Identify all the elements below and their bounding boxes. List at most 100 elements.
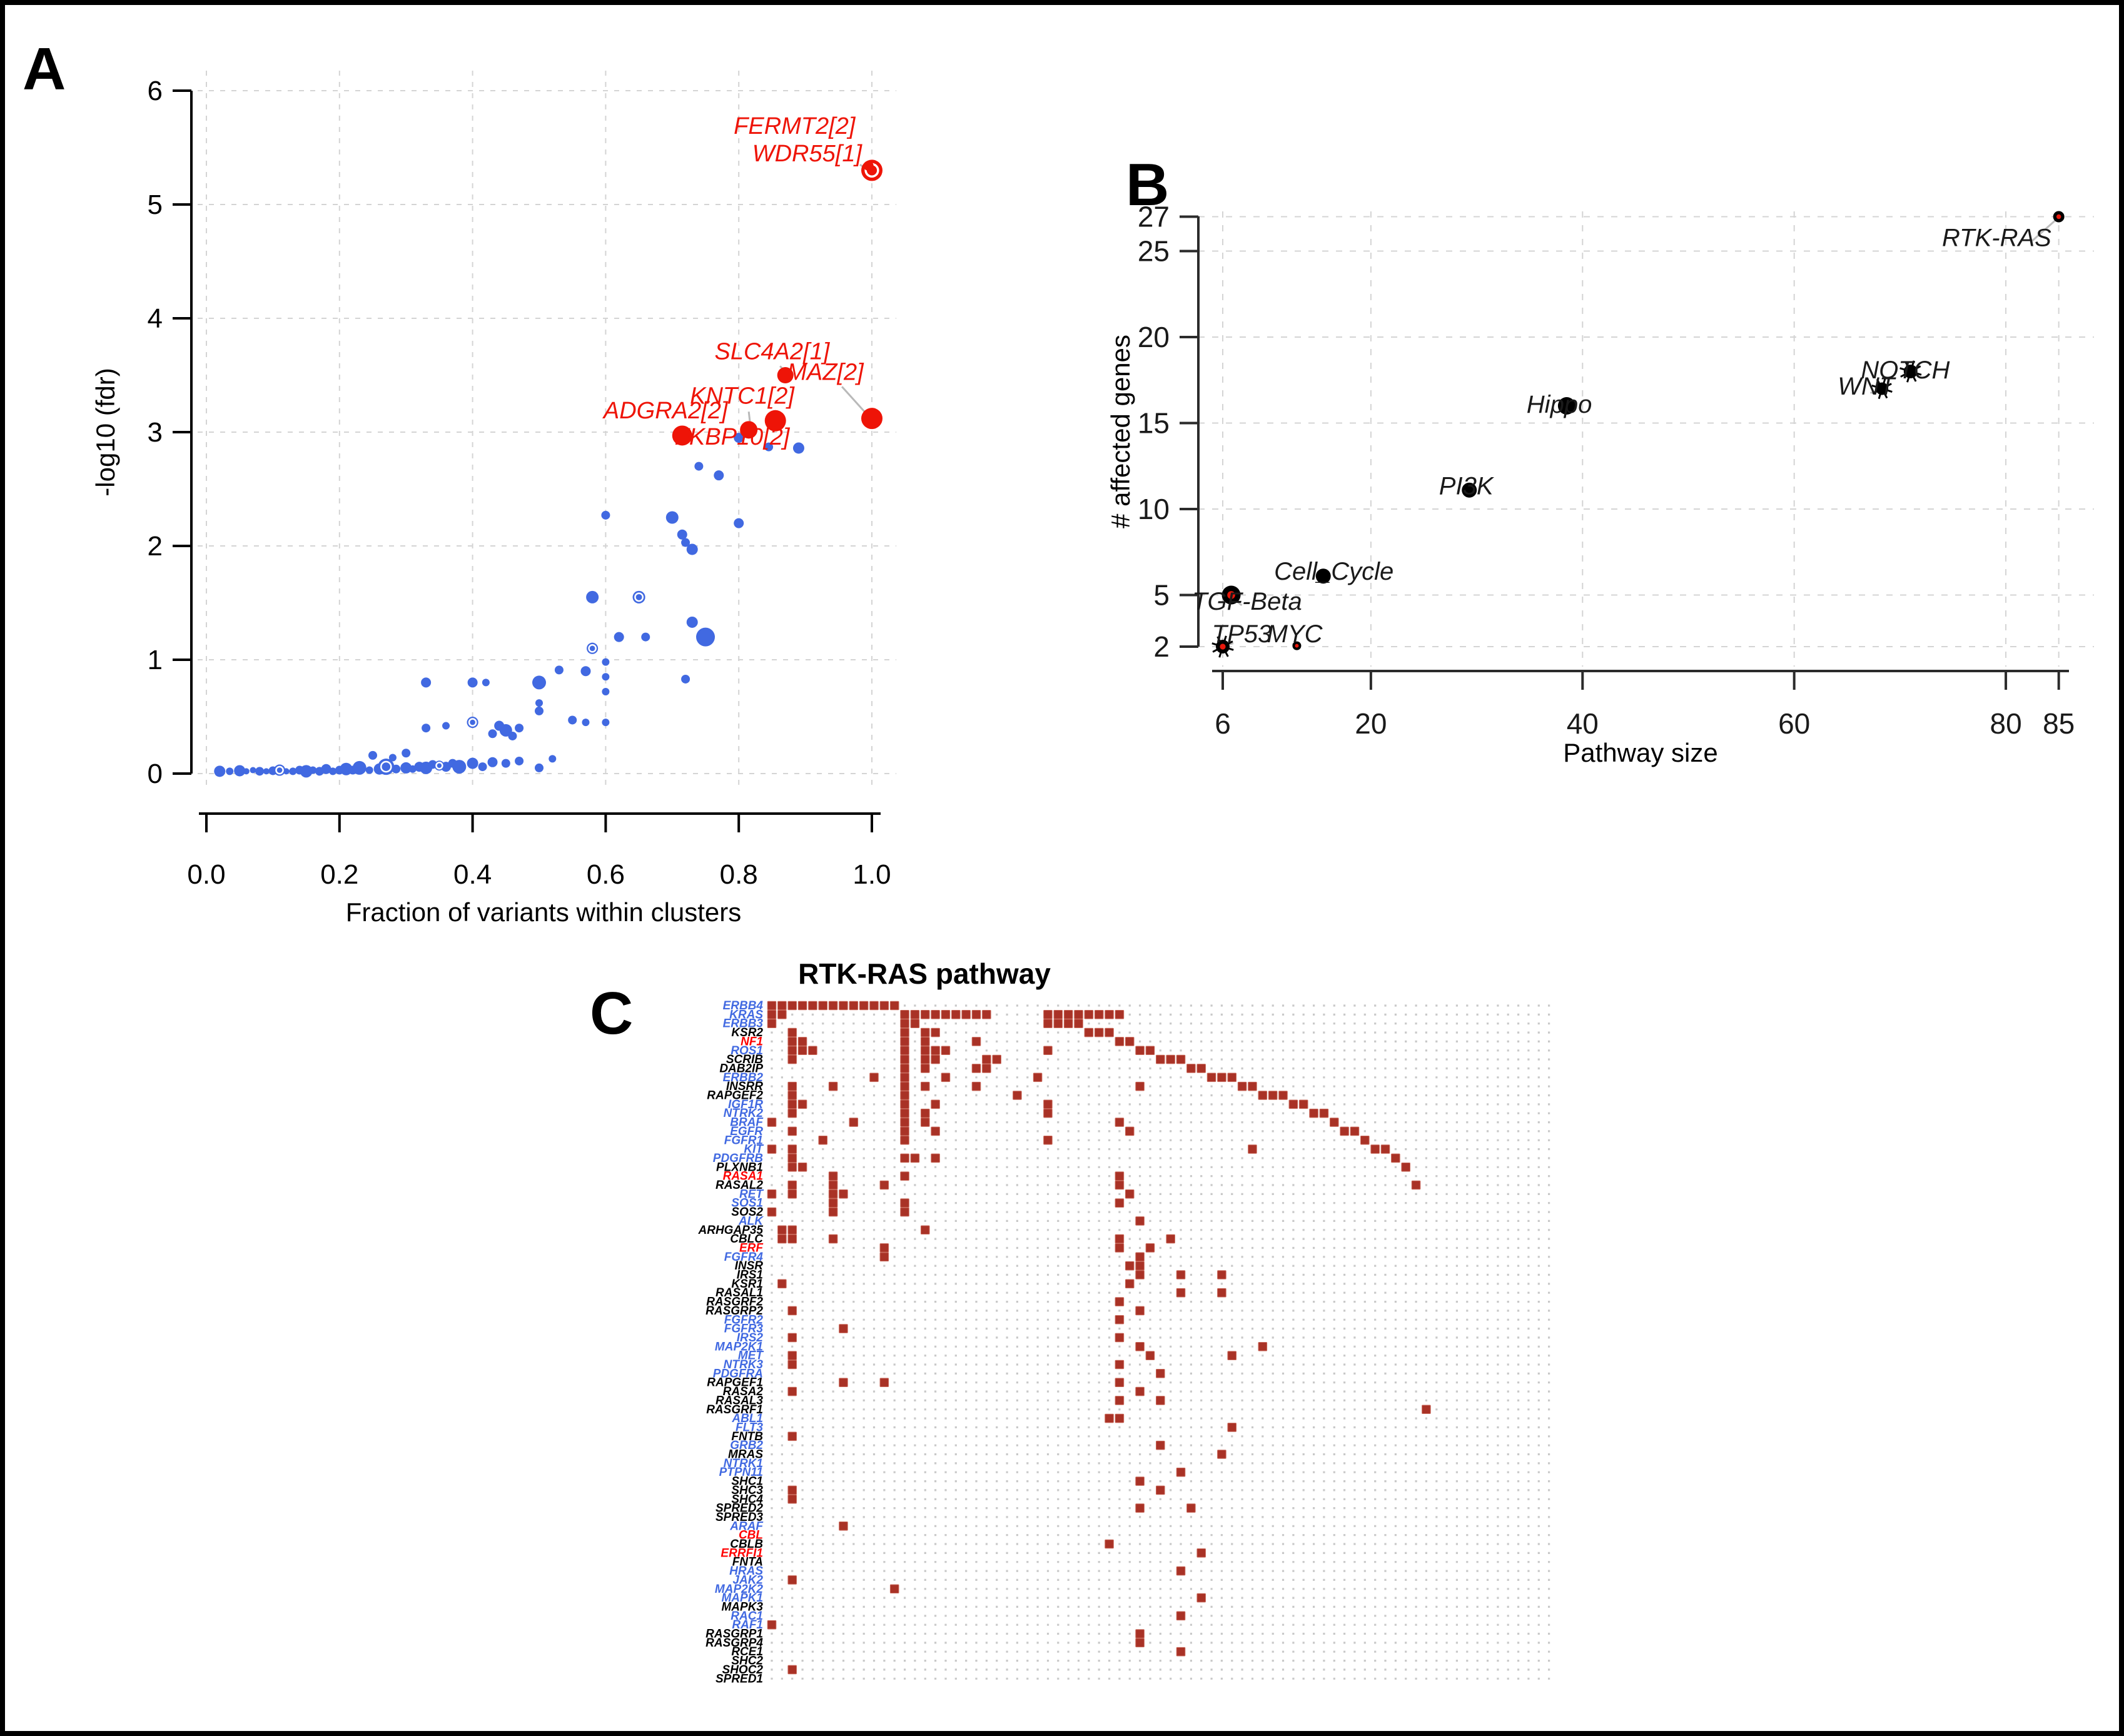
mutation-cell (787, 1306, 797, 1316)
data-point-blue (400, 762, 412, 774)
mutation-cell (828, 1180, 838, 1190)
mutation-cell (767, 1118, 777, 1127)
mutation-cell (1033, 1072, 1043, 1082)
gene-label: WDR55[1] (752, 141, 863, 167)
y-tick-label: 15 (1138, 407, 1170, 440)
data-point-blue (665, 511, 679, 524)
mutation-cell (1115, 1243, 1125, 1253)
x-tick-label: 0.8 (720, 859, 758, 890)
mutation-cell (859, 1001, 869, 1011)
y-tick-label: 20 (1138, 321, 1170, 353)
mutation-cell (931, 1046, 940, 1056)
gene-row-label: SHC4 (731, 1493, 763, 1506)
data-point-blue (535, 699, 543, 707)
x-tick-label: 0.0 (187, 859, 225, 890)
data-point-blue (602, 687, 610, 695)
mutation-cell (797, 1037, 807, 1046)
y-tick-label: 5 (148, 189, 163, 220)
mutation-cell (941, 1072, 951, 1082)
data-point-red (672, 425, 692, 446)
mutation-cell (828, 1171, 838, 1181)
gene-row-label: RASGRP1 (705, 1628, 763, 1641)
mutation-cell (849, 1118, 859, 1127)
mutation-cell (1176, 1288, 1186, 1298)
data-point-red (863, 161, 874, 171)
gene-label: SLC4A2[1] (715, 339, 831, 365)
pathway-label: PI3K (1439, 473, 1495, 500)
data-point-blue (792, 442, 804, 454)
mutation-cell (900, 1153, 909, 1163)
mutation-cell (1084, 1027, 1094, 1037)
data-point-black (1876, 382, 1889, 395)
mutation-cell (1115, 1198, 1125, 1208)
gene-row-label: JAK2 (732, 1573, 763, 1587)
data-point-blue (487, 757, 498, 767)
mutation-cell (1176, 1611, 1186, 1621)
gene-row-label: KIT (744, 1143, 764, 1156)
data-point-red-core (1227, 591, 1235, 599)
mutation-cell (869, 1001, 879, 1011)
gene-row-label: SHC1 (731, 1475, 763, 1488)
gene-row-label: KRAS (729, 1008, 763, 1021)
data-point-blue (580, 666, 591, 677)
gene-row-label: SHC3 (731, 1484, 763, 1497)
data-point-blue (549, 755, 557, 763)
gene-row-label: FGFR2 (724, 1313, 764, 1326)
data-point-blue (602, 658, 610, 666)
mutation-cell (869, 1072, 879, 1082)
mutation-cell (777, 1234, 787, 1244)
mutation-cell (1115, 1171, 1125, 1181)
mutation-cell (787, 1485, 797, 1495)
y-tick-label: 6 (148, 76, 163, 106)
gene-row-label: FGFR3 (724, 1323, 764, 1336)
gene-label: FKBP10[2] (675, 424, 791, 450)
mutation-cell (839, 1001, 848, 1011)
mutation-cell (1309, 1108, 1318, 1118)
data-point-blue (250, 767, 256, 774)
mutation-cell (818, 1135, 828, 1145)
gene-row-label: SCRIB (726, 1053, 763, 1066)
mutation-cell (787, 1108, 797, 1118)
data-point-ring-inner (634, 592, 644, 602)
mutation-cell (1156, 1369, 1165, 1378)
mutation-cell (992, 1054, 1002, 1064)
mutation-cell (1043, 1108, 1053, 1118)
data-point-blue (714, 470, 724, 481)
data-point-blue (554, 665, 564, 675)
mutation-cell (808, 1046, 817, 1056)
data-point-blue (601, 510, 610, 520)
gene-row-label: MAP2K1 (715, 1340, 763, 1353)
data-point-ring-inner (435, 762, 443, 770)
data-point-blue (214, 765, 226, 777)
x-tick-label: 1.0 (852, 859, 891, 890)
data-point-blue (234, 765, 246, 777)
mutation-cell (1156, 1054, 1165, 1064)
gene-row-label: ERRFI1 (721, 1547, 763, 1560)
x-tick-label: 20 (1355, 707, 1387, 740)
mutation-cell (787, 1225, 797, 1235)
mutation-cell (941, 1010, 951, 1019)
mutation-cell (1248, 1081, 1257, 1091)
mutation-cell (1135, 1342, 1145, 1351)
gene-row-label: ABL1 (731, 1412, 763, 1425)
pathway-label: MYC (1267, 620, 1323, 648)
pathway-label: TP53 (1212, 620, 1272, 648)
panel-a-plot: 0.0 0.2 0.4 0.6 0.8 1.0 0 1 2 3 4 5 6 FERMT2[2]WDR55[… (148, 71, 896, 890)
mutation-cell (920, 1037, 930, 1046)
data-point-blue (467, 677, 478, 688)
data-point-blue (681, 674, 690, 684)
mutation-cell (1115, 1396, 1125, 1405)
y-tick-label: 4 (148, 303, 163, 334)
data-point-blue (602, 719, 610, 727)
mutation-cell (797, 1163, 807, 1172)
mutation-cell (828, 1207, 838, 1217)
mutation-cell (1227, 1423, 1237, 1432)
mutation-cell (889, 1001, 899, 1011)
mutation-cell (931, 1126, 940, 1136)
gene-row-label: NTRK2 (724, 1107, 764, 1120)
mutation-cell (1248, 1144, 1257, 1154)
matrix-dot-grid (771, 1004, 1550, 1680)
mutation-cell (828, 1198, 838, 1208)
mutation-cell (1013, 1091, 1022, 1100)
mutation-cell (920, 1225, 930, 1235)
